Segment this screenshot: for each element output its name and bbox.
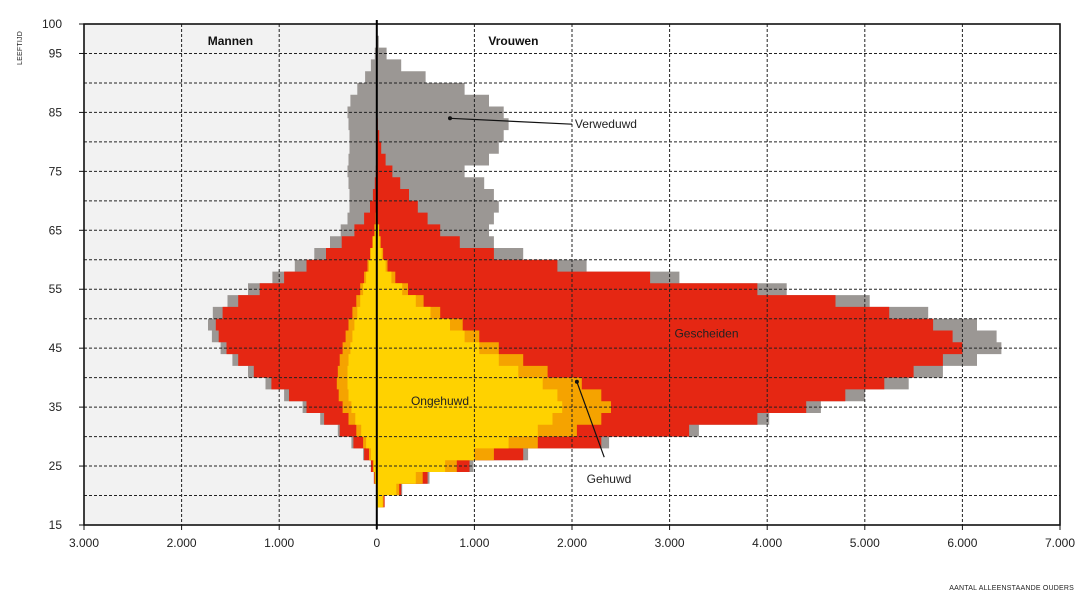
- annotation-layer: Verweduwd Gescheiden Ongehuwd Gehuwd: [411, 116, 739, 486]
- y-tick-label: 65: [49, 223, 63, 237]
- x-tick-label: 1.000: [459, 536, 489, 550]
- x-tick-label: 0: [373, 536, 380, 550]
- y-tick-label: 25: [49, 459, 63, 473]
- annotation-dot-verweduwd: [448, 116, 452, 121]
- tick-layer: 3.000 2.000 1.000 0 1.000 2.000 3.000 4.000 5.00…: [42, 17, 1075, 550]
- annotation-label-gehuwd: Gehuwd: [587, 472, 632, 486]
- annotation-label-verweduwd: Verweduwd: [575, 117, 637, 131]
- annotation-pointer-verweduwd: [449, 117, 573, 125]
- grid-layer: [84, 24, 1060, 525]
- y-tick-label: 100: [42, 17, 62, 31]
- y-tick-label: 95: [49, 46, 63, 60]
- x-tick-label: 3.000: [69, 536, 99, 550]
- y-tick-label: 85: [49, 105, 63, 119]
- y-tick-label: 45: [49, 341, 63, 355]
- pane-label-mannen: Mannen: [208, 34, 253, 48]
- series-area-gescheiden-men: [215, 35, 377, 508]
- pane-label-vrouwen: Vrouwen: [488, 34, 538, 48]
- annotation-label-gescheiden: Gescheiden: [674, 326, 738, 340]
- y-tick-label: 35: [49, 400, 63, 414]
- series-layer: [208, 35, 1002, 508]
- annotation-label-ongehuwd: Ongehuwd: [411, 394, 469, 408]
- series-area-ongehuwd-women: [376, 35, 563, 508]
- y-axis-title: LEEFTIJD: [17, 31, 24, 65]
- y-tick-label: 75: [49, 164, 63, 178]
- series-area-ongehuwd-men: [347, 35, 377, 508]
- x-tick-label: 1.000: [264, 536, 294, 550]
- y-tick-label: 55: [49, 282, 63, 296]
- x-tick-label: 2.000: [557, 536, 587, 550]
- annotation-pointer-gehuwd: [576, 381, 605, 458]
- x-tick-label: 2.000: [167, 536, 197, 550]
- x-tick-label: 4.000: [752, 536, 782, 550]
- y-tick-label: 15: [49, 518, 63, 532]
- x-axis-title: AANTAL ALLEENSTAANDE OUDERS: [949, 585, 1074, 592]
- x-tick-label: 6.000: [947, 536, 977, 550]
- x-tick-label: 7.000: [1045, 536, 1075, 550]
- annotation-dot-gehuwd: [574, 379, 579, 384]
- x-tick-label: 3.000: [655, 536, 685, 550]
- x-tick-label: 5.000: [850, 536, 880, 550]
